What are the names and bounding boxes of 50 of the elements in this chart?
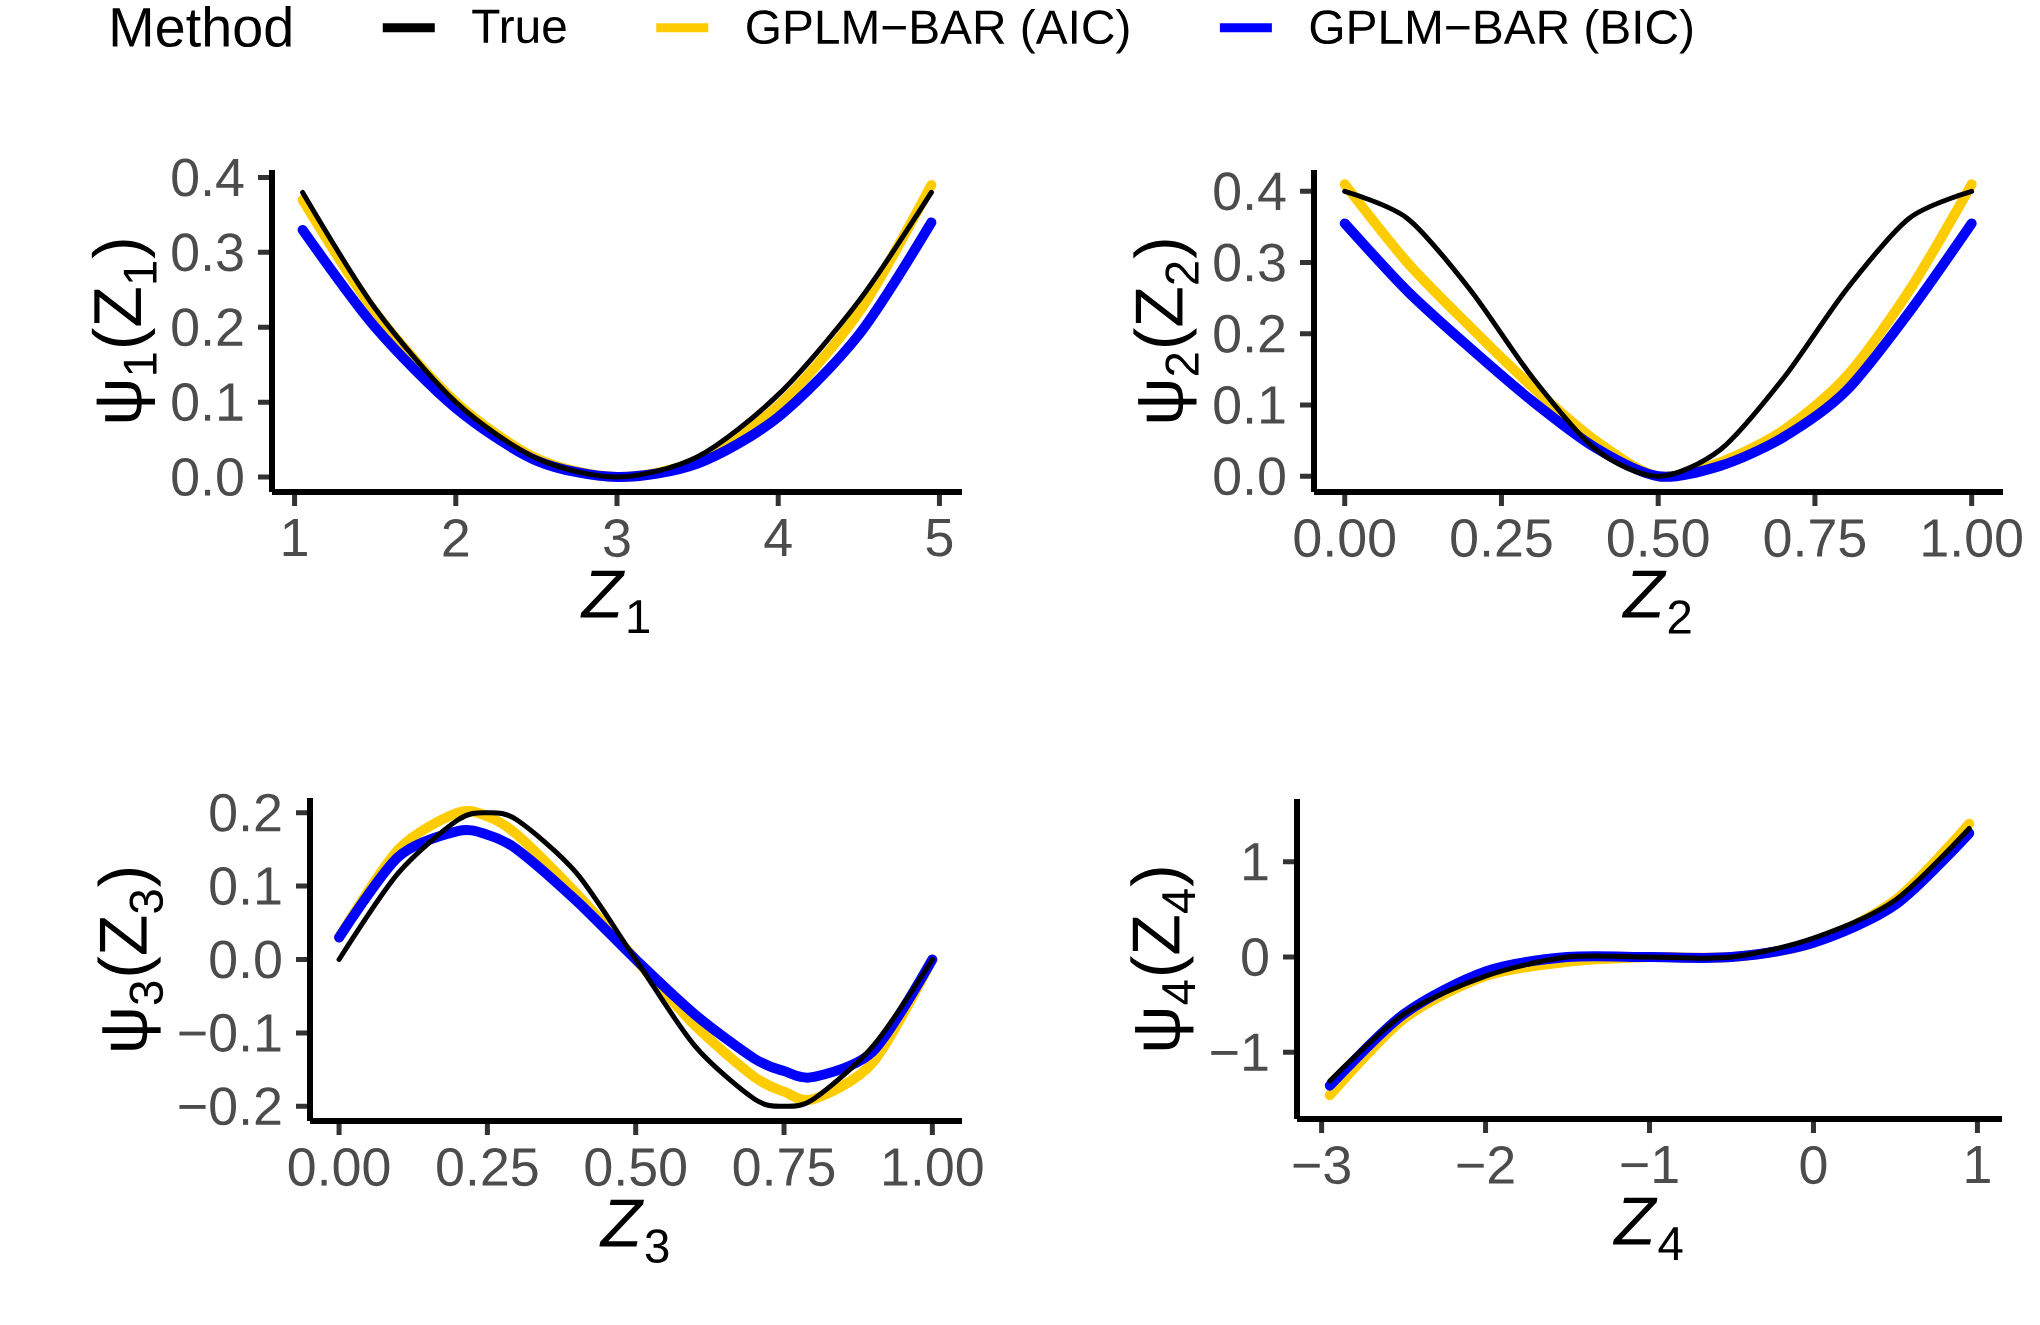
legend-title: Method bbox=[112, 6, 291, 48]
y-tick-label: 0.1 bbox=[1214, 386, 1285, 425]
x-axis-title: Z$_{1}$ bbox=[580, 570, 650, 633]
y-tick-label: 0.0 bbox=[172, 457, 243, 497]
y-tick-label: 1 bbox=[1244, 843, 1268, 881]
x-tick-label: 0.50 bbox=[585, 1148, 686, 1187]
legend-label: True bbox=[472, 9, 566, 44]
x-tick-label: 1.00 bbox=[884, 1148, 983, 1187]
x-tick-label: 0.00 bbox=[288, 1148, 390, 1187]
x-tick-label: 0.75 bbox=[733, 1148, 835, 1187]
x-tick-label: 4 bbox=[764, 519, 792, 557]
x-tick-label: 0.25 bbox=[1451, 519, 1552, 558]
y-tick-label: 0.1 bbox=[210, 867, 281, 906]
x-tick-label: 0.00 bbox=[1294, 519, 1395, 558]
legend-label: GPLM−BAR (BIC) bbox=[1310, 8, 1692, 54]
x-tick-label: −1 bbox=[1621, 1146, 1678, 1184]
x-tick-label: 1.00 bbox=[1923, 519, 2022, 558]
y-tick-label: 0.2 bbox=[1214, 314, 1285, 353]
x-tick-label: −3 bbox=[1293, 1146, 1350, 1185]
y-tick-label: 0.4 bbox=[1214, 172, 1286, 211]
y-tick-label: 0.3 bbox=[172, 233, 243, 272]
y-tick-label: 0.1 bbox=[172, 383, 243, 422]
x-axis-title: Z$_{2}$ bbox=[1621, 570, 1691, 634]
y-tick-label: −0.2 bbox=[179, 1087, 281, 1126]
x-tick-label: 2 bbox=[443, 519, 469, 557]
y-tick-label: 0 bbox=[1242, 938, 1268, 977]
y-tick-label: 0.0 bbox=[1214, 457, 1285, 496]
x-tick-label: 5 bbox=[926, 519, 953, 557]
y-tick-label: −0.1 bbox=[179, 1013, 281, 1052]
y-tick-label: 0.4 bbox=[172, 158, 244, 197]
legend-label: GPLM−BAR (AIC) bbox=[747, 8, 1129, 54]
y-tick-label: 0.2 bbox=[172, 308, 243, 347]
x-tick-label: 0 bbox=[1800, 1146, 1827, 1185]
x-tick-label: 1 bbox=[1966, 1146, 1990, 1184]
x-tick-label: −2 bbox=[1457, 1146, 1514, 1184]
x-axis-title: Z$_{3}$ bbox=[599, 1199, 669, 1263]
y-axis-title: ψ$_{1}$(Z$_{1}$) bbox=[91, 240, 157, 422]
y-tick-label: −1 bbox=[1211, 1033, 1268, 1071]
x-tick-label: 3 bbox=[604, 519, 630, 558]
x-tick-label: 0.50 bbox=[1607, 519, 1709, 558]
x-axis-title: Z$_{4}$ bbox=[1612, 1197, 1683, 1260]
y-tick-label: 0.2 bbox=[210, 793, 281, 832]
y-tick-label: 0.3 bbox=[1214, 243, 1285, 282]
x-tick-label: 1 bbox=[283, 519, 307, 557]
y-axis-title: ψ$_{3}$(Z$_{3}$) bbox=[97, 868, 164, 1050]
y-tick-label: 0.0 bbox=[210, 940, 281, 979]
y-axis-title: ψ$_{2}$(Z$_{2}$) bbox=[1133, 240, 1199, 422]
y-axis-title: ψ$_{4}$(Z$_{4}$) bbox=[1130, 868, 1195, 1050]
x-tick-label: 0.75 bbox=[1764, 519, 1866, 558]
x-tick-label: 0.25 bbox=[437, 1148, 538, 1187]
